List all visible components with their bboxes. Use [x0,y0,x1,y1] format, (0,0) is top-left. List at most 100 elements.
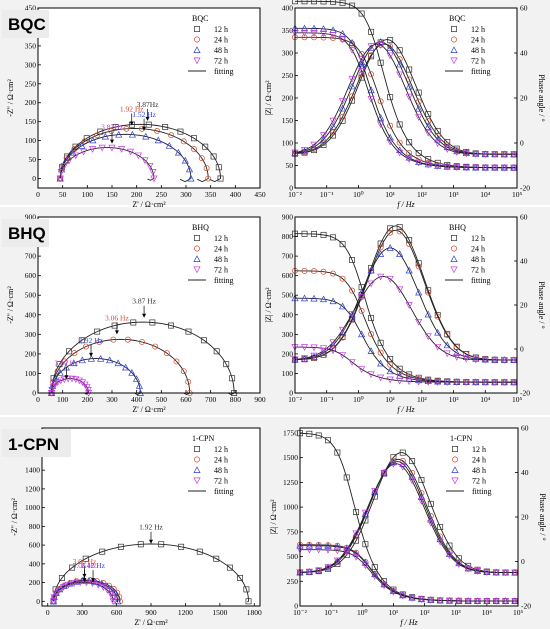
bhq-nyquist-fit-12h [51,321,235,396]
bqc-bode-modulus-point-72h [415,159,423,167]
cpn-nyquist-point-72h [108,594,117,602]
bhq-nyquist-ytick-label: 300 [25,330,37,339]
bhq-nyquist-point-48h [122,363,130,371]
bhq-nyquist-point-48h [70,359,78,367]
bhq-bode-phase-point-48h [367,266,375,274]
cpn-nyquist-point-12h [117,543,124,550]
cpn-nyquist-ytick-label: 0 [36,597,40,606]
bhq-bode-phase-point-72h [319,347,328,355]
cpn-bode-phase-point-24h [334,559,341,565]
bhq-nyquist-plot-area [38,217,260,393]
bqc-bode-legend-label: 72 h [471,57,485,66]
bqc-bode-modulus-point-72h [329,32,337,39]
bhq-nyquist-xtick-label: 800 [230,395,242,404]
cpn-nyquist-ytick-label: 400 [29,559,41,568]
bqc-bode-modulus-point-24h [320,34,327,41]
bhq-bode-modulus-point-12h [349,257,356,263]
bqc-bode-modulus-point-24h [377,98,384,105]
bhq-bode-phase-point-24h [368,267,375,274]
bhq-bode-ylabel: |Z| / Ω·cm² [264,287,273,323]
cpn-bode-modulus-point-48h [333,542,341,550]
bqc-bode-phase-point-72h [310,141,318,149]
bhq-bode-modulus-point-24h [358,308,365,314]
bhq-nyquist-fit-24h [51,338,191,396]
bqc-bode-modulus-point-24h [387,122,394,129]
cpn-nyquist-xtick-label: 1200 [178,608,193,617]
bqc-bode-xlabel: f / Hz [397,200,415,209]
bhq-bode-phase-point-12h [434,312,441,319]
bhq-bode-modulus-point-48h [338,302,347,310]
cpn-bode-xtick-label: 10³ [451,608,462,617]
bhq-nyquist-annotation-arrowhead [64,375,69,380]
bqc-nyquist-annotation-arrowhead [110,139,114,144]
bqc-bode-modulus-point-12h [292,0,298,5]
bqc-nyquist-point-12h [162,124,169,130]
bqc-bode-phase-point-24h [320,140,327,147]
bhq-bode-phase-point-72h [300,355,309,362]
bqc-bode-modulus-point-12h [301,0,308,5]
bhq-bode-y2tick-label: 0 [520,345,524,354]
bqc-bode-phase-point-24h [415,98,422,105]
bqc-bode-legend-label: 48 h [471,46,485,55]
cpn-bode-ytick-label: 250 [287,577,299,586]
bhq-bode-modulus-point-72h [367,371,375,379]
cpn-nyquist-xlabel: Z' / Ω·cm² [134,618,168,627]
bqc-bode-phase-point-72h [329,117,337,125]
bhq-bode-ytick-label: 300 [282,330,294,339]
bqc-nyquist-xtick-label: 50 [59,190,67,199]
bqc-bode-fit-modulus-72h [295,32,517,169]
cpn-bode-phase-point-72h [501,569,510,577]
cpn-bode-y2label: Phase angle / ° [538,493,547,540]
bqc-bode-y2tick-label: 0 [520,139,524,148]
cpn-bode-modulus-point-12h [362,541,369,548]
bqc-bode-phase-point-48h [405,82,413,90]
bhq-nyquist-panel: 0 100 200 300 400 500 600 700 800 900 0 100 200 300 40… [2,213,266,414]
bqc-bode-modulus-point-48h [386,133,394,141]
bhq-nyquist-point-72h [60,376,68,384]
cpn-nyquist-ytick-label: 600 [29,541,41,550]
cpn-bode-legend-label: 24 h [472,456,486,465]
bqc-bode-modulus-point-72h [386,138,394,146]
bqc-bode-phase-point-72h [319,132,328,140]
cpn-bode-plot-area [300,428,518,606]
bhq-bode-modulus-point-72h [396,377,404,385]
bhq-nyquist-xtick-label: 500 [156,395,168,404]
bhq-bode-modulus-point-24h [368,331,375,338]
bhq-nyquist-ytick-label: 700 [25,252,37,261]
bqc-bode-modulus-point-24h [301,34,308,41]
cpn-bode-phase-point-72h [455,561,463,568]
bqc-bode-modulus-point-48h [377,113,385,121]
bqc-bode-modulus-point-72h [310,30,318,37]
bqc-nyquist-ytick-label: 100 [25,136,37,145]
bhq-nyquist-point-72h [68,375,76,383]
bqc-bode-phase-point-12h [349,97,356,104]
bqc-bode-phase-point-48h [424,122,432,130]
bhq-bode-ytick-label: 100 [282,369,294,378]
bhq-bode-ytick-label: 900 [282,213,294,222]
bqc-bode-phase-point-12h [387,37,394,44]
bqc-bode-phase-point-72h [338,98,347,105]
bhq-bode-y2tick-label: 20 [520,301,528,310]
bqc-nyquist-point-72h [80,148,88,156]
cpn-bode-xtick-label: 10⁰ [357,608,368,617]
bhq-bode-legend-swatch [450,266,458,274]
cpn-bode-modulus-point-72h [436,597,444,605]
cpn-bode-modulus-point-12h [334,449,341,456]
cpn-bode-modulus-point-72h [315,546,323,554]
cpn-bode-panel: 10⁻² 10⁻¹ 10⁰ 10¹ 10² 10³ 10⁴ 10⁵ 0 250 500 750 1000… [269,424,547,628]
bhq-bode-phase-point-48h [453,349,461,356]
bhq-bode-phase-point-12h [396,224,403,231]
bhq-nyquist-ytick-label: 400 [25,310,37,319]
bhq-bode-phase-point-72h [415,318,423,326]
cpn-bode-phase-point-72h [343,546,351,554]
bhq-bode-phase-point-48h [434,328,442,336]
bqc-nyquist-legend-swatch [193,46,201,53]
bqc-nyquist-point-48h [78,141,86,149]
bqc-bode-modulus-point-72h [405,156,413,163]
bhq-bode-modulus-point-72h [386,376,394,384]
bqc-bode-modulus-point-72h [319,30,328,38]
bhq-nyquist-tag: BHQ [8,224,46,243]
bqc-nyquist-point-24h [191,146,198,153]
bhq-bode-phase-point-72h [491,357,499,364]
bhq-bode-modulus-point-24h [349,287,356,294]
